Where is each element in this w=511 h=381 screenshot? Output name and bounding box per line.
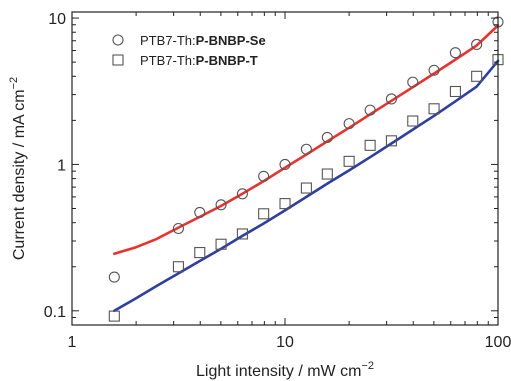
data-point-series-2	[364, 139, 376, 151]
data-point-series-2	[215, 238, 227, 250]
data-point-series-1	[172, 222, 184, 235]
x-tick-label: 10	[276, 334, 294, 351]
data-point-series-2	[236, 228, 248, 240]
data-point-series-2	[449, 85, 461, 98]
legend-marker-1	[112, 34, 124, 46]
data-point-series-1	[364, 104, 376, 116]
data-point-series-1	[215, 199, 227, 211]
legend-label-material: P-BNBP-T	[196, 53, 258, 68]
legend-label-prefix: PTB7-Th:	[140, 53, 196, 68]
data-point-series-1	[471, 38, 483, 51]
data-point-series-2	[343, 155, 355, 167]
data-point-series-2	[279, 198, 291, 210]
data-point-series-1	[108, 271, 120, 283]
data-point-series-1	[194, 206, 206, 218]
data-point-series-2	[428, 103, 440, 115]
data-point-series-2	[258, 208, 270, 220]
x-axis-title: Light intensity / mW cm−2	[196, 360, 374, 380]
data-point-series-1	[407, 76, 419, 88]
y-axis-title: Current density / mA cm−2	[8, 77, 28, 260]
data-point-series-2	[407, 115, 419, 127]
plot-area	[108, 16, 504, 322]
legend-label-material: P-BNBP-Se	[196, 33, 266, 48]
legend-label-2: PTB7-Th:P-BNBP-T	[140, 53, 258, 68]
data-point-series-1	[449, 47, 461, 59]
data-point-series-2	[321, 168, 333, 180]
legend-label-1: PTB7-Th:P-BNBP-Se	[140, 33, 266, 48]
y-tick-label: 1	[57, 157, 66, 174]
fit-line-2	[113, 59, 500, 313]
data-point-series-2	[471, 70, 483, 82]
data-point-series-1	[236, 188, 248, 200]
data-point-series-1	[428, 64, 440, 76]
y-axis-title-superscript: −2	[8, 77, 20, 90]
data-point-series-2	[300, 182, 312, 194]
x-tick-label: 1	[68, 334, 77, 351]
data-point-series-1	[321, 131, 333, 143]
x-tick-label: 100	[485, 334, 511, 351]
data-point-series-1	[385, 93, 397, 105]
data-point-series-2	[172, 261, 184, 273]
legend-marker-2	[112, 54, 124, 66]
data-point-series-2	[194, 247, 206, 259]
data-point-series-2	[108, 310, 120, 322]
data-point-series-1	[300, 143, 312, 155]
data-point-series-1	[258, 170, 270, 182]
data-point-series-1	[279, 158, 291, 170]
data-point-series-1	[343, 118, 355, 130]
y-tick-label: 0.1	[44, 304, 66, 321]
plot-frame	[71, 11, 499, 326]
legend-label-prefix: PTB7-Th:	[140, 33, 196, 48]
y-tick-label: 10	[48, 11, 66, 28]
data-point-series-2	[385, 135, 397, 147]
x-axis-title-superscript: −2	[361, 360, 374, 372]
